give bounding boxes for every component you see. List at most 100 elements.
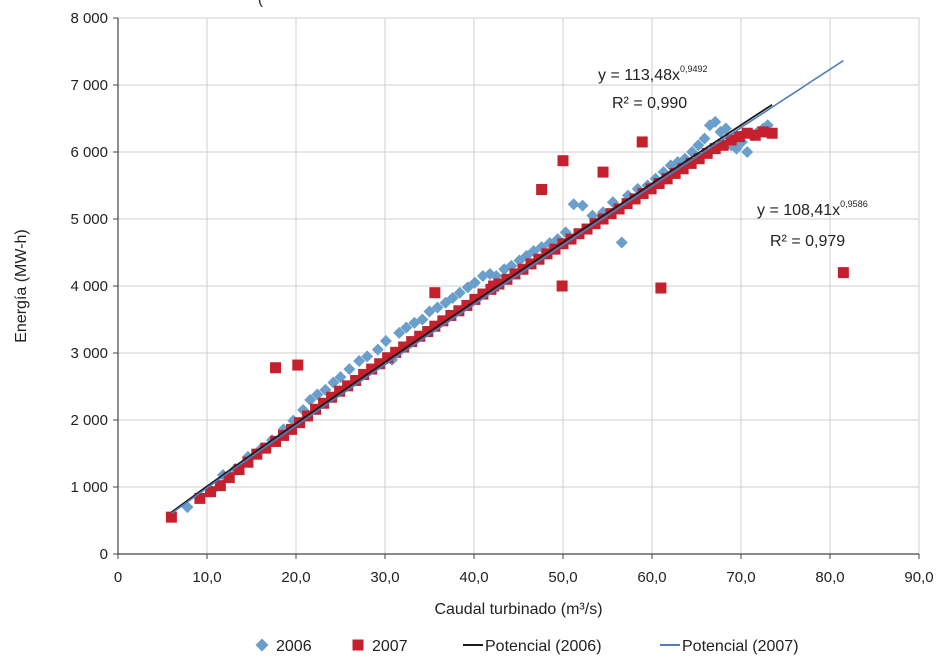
data-point-2007 xyxy=(406,336,418,348)
data-point-2006 xyxy=(353,355,366,368)
data-point-2007 xyxy=(165,511,177,523)
series-2007 xyxy=(165,126,849,523)
data-point-2006 xyxy=(343,363,356,376)
legend-item-0: 2006 xyxy=(255,638,312,655)
data-point-2007 xyxy=(636,136,648,148)
data-point-2006 xyxy=(361,350,374,363)
data-point-2006 xyxy=(446,292,459,305)
data-point-2006 xyxy=(327,376,340,389)
data-point-2007 xyxy=(398,341,410,353)
data-point-2006 xyxy=(468,276,481,289)
data-point-2007 xyxy=(350,374,362,386)
data-point-2007 xyxy=(437,315,449,327)
x-tick-label: 40,0 xyxy=(459,569,488,586)
data-point-2007 xyxy=(645,183,657,195)
x-tick-label: 0 xyxy=(114,569,122,586)
data-point-2007 xyxy=(233,464,245,476)
data-point-2007 xyxy=(685,157,697,169)
data-point-2006 xyxy=(567,198,580,211)
data-point-2007 xyxy=(469,293,481,305)
data-point-2006 xyxy=(304,393,317,406)
legend: 2006 2007 Potencial (2006) Potencial (2007) xyxy=(255,638,799,655)
data-point-2007 xyxy=(292,359,304,371)
trendline-2007 xyxy=(170,59,844,515)
data-point-2007 xyxy=(621,198,633,210)
y-tick-label: 4 000 xyxy=(70,278,108,295)
data-point-2007 xyxy=(837,267,849,279)
data-point-2007 xyxy=(613,203,625,215)
legend-label: 2007 xyxy=(372,638,408,655)
data-point-2006 xyxy=(400,321,413,334)
data-point-2006 xyxy=(431,301,444,314)
data-point-2006 xyxy=(698,132,711,145)
data-point-2006 xyxy=(453,286,466,299)
data-point-2007 xyxy=(693,153,705,165)
y-tick-label: 1 000 xyxy=(70,479,108,496)
data-point-2007 xyxy=(725,134,737,146)
data-point-2006 xyxy=(719,122,732,135)
data-point-2007 xyxy=(374,358,386,370)
x-tick-label: 50,0 xyxy=(548,569,577,586)
data-point-2006 xyxy=(311,388,324,401)
data-point-2007 xyxy=(461,299,473,311)
data-point-2007 xyxy=(429,287,441,299)
equation-exponent: 0,9586 xyxy=(840,199,868,209)
y-tick-label: 2 000 xyxy=(70,412,108,429)
data-point-2006 xyxy=(730,142,743,155)
data-point-2007 xyxy=(557,155,569,167)
data-point-2006 xyxy=(692,139,705,152)
data-point-2007 xyxy=(629,193,641,205)
data-point-2007 xyxy=(326,391,338,403)
data-point-2006 xyxy=(615,236,628,249)
data-point-2007 xyxy=(414,330,426,342)
data-point-2007 xyxy=(366,363,378,375)
x-axis-title: Caudal turbinado (m³/s) xyxy=(434,601,602,618)
x-tick-label: 10,0 xyxy=(192,569,221,586)
data-point-2006 xyxy=(714,125,727,138)
legend-item-2: Potencial (2006) xyxy=(463,638,602,655)
data-point-2007 xyxy=(637,188,649,200)
data-point-2007 xyxy=(677,163,689,175)
data-point-2007 xyxy=(733,131,745,143)
data-point-2007 xyxy=(260,442,272,454)
data-point-2007 xyxy=(766,127,778,139)
y-tick-label: 6 000 xyxy=(70,144,108,161)
data-point-2007 xyxy=(390,346,402,358)
x-tick-label: 70,0 xyxy=(726,569,755,586)
y-tick-label: 5 000 xyxy=(70,211,108,228)
legend-label: Potencial (2006) xyxy=(485,638,602,655)
data-point-2007 xyxy=(445,309,457,321)
data-point-2007 xyxy=(270,362,282,374)
legend-marker-square xyxy=(352,639,364,651)
data-point-2007 xyxy=(382,352,394,364)
data-point-2007 xyxy=(669,167,681,179)
equation-exponent: 0,9492 xyxy=(680,64,708,74)
data-point-2007 xyxy=(749,129,761,141)
plot-area: 0 10,0 20,0 30,0 40,0 50,0 60,0 70,0 80,0 90,0 0 1 … xyxy=(13,10,934,618)
data-point-2007 xyxy=(757,126,769,138)
data-point-2007 xyxy=(717,139,729,151)
trend-equation-2006: y = 113,48x0,9492 xyxy=(598,64,708,84)
legend-item-1: 2007 xyxy=(352,638,408,655)
data-point-2007 xyxy=(358,368,370,380)
y-axis-title: Energía (MW-h) xyxy=(13,229,30,343)
data-point-2006 xyxy=(741,146,754,158)
data-point-2007 xyxy=(422,326,434,338)
data-point-2006 xyxy=(371,343,384,356)
x-tick-label: 90,0 xyxy=(904,569,933,586)
data-point-2007 xyxy=(597,166,609,178)
data-point-2007 xyxy=(653,177,665,189)
trend-r2-2006: R² = 0,990 xyxy=(612,95,687,112)
data-point-2007 xyxy=(655,282,667,294)
data-point-2007 xyxy=(194,492,206,504)
data-point-2007 xyxy=(549,243,561,255)
legend-item-3: Potencial (2007) xyxy=(660,638,799,655)
data-point-2007 xyxy=(488,280,500,292)
data-point-2006 xyxy=(576,199,589,212)
data-point-2006 xyxy=(423,305,436,318)
y-tick-label: 8 000 xyxy=(70,10,108,27)
data-point-2006 xyxy=(709,115,722,128)
data-point-2007 xyxy=(429,320,441,332)
trend-equation-2007: y = 108,41x0,9586 xyxy=(757,199,868,219)
